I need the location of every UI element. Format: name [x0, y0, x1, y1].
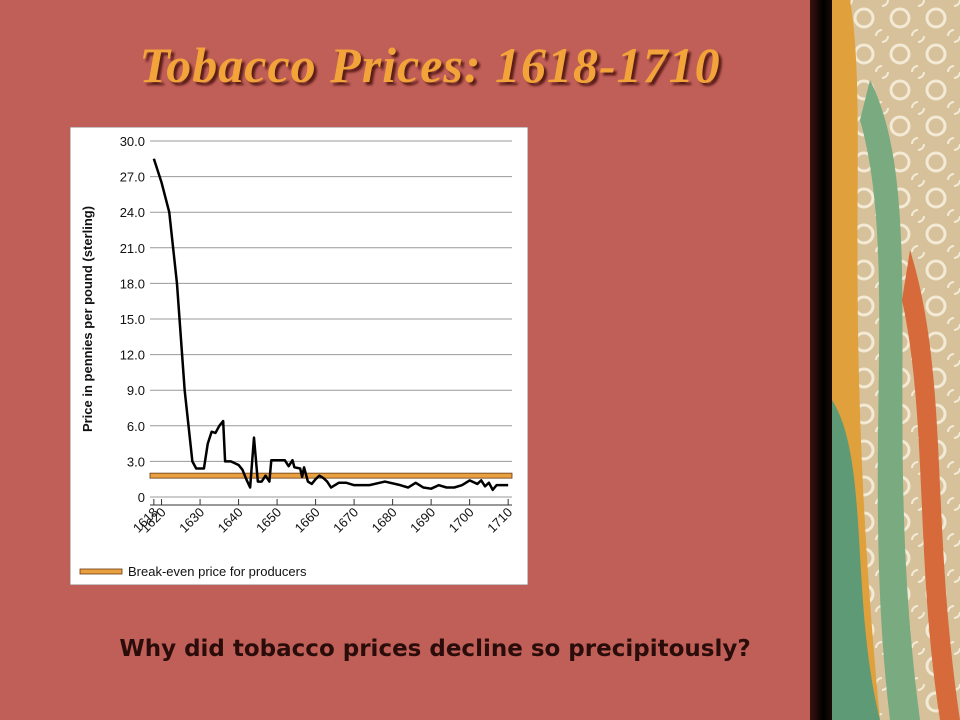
y-tick-label: 21.0	[120, 241, 145, 256]
chart: 0 3.0 6.0 9.0 12.0 15.0 18.0 21.0 24.0 27.0 30.0 Pr…	[70, 127, 528, 585]
y-tick-label: 30.0	[120, 134, 145, 149]
y-axis-label: Price in pennies per pound (sterling)	[80, 206, 95, 432]
y-tick-label: 9.0	[127, 383, 145, 398]
reference-band	[149, 472, 513, 479]
y-tick-label: 24.0	[120, 205, 145, 220]
y-tick-label: 15.0	[120, 312, 145, 327]
y-tick-label: 6.0	[127, 419, 145, 434]
question: Why did tobacco prices decline so precip…	[119, 636, 751, 662]
legend-label: Break-even price for producers	[128, 564, 307, 579]
y-tick-label: 3.0	[127, 454, 145, 469]
slide-title: Tobacco Prices: 1618-1710	[139, 37, 721, 93]
price-line	[152, 158, 509, 492]
y-tick-label: 12.0	[120, 348, 145, 363]
y-tick-label: 0	[138, 490, 145, 505]
y-tick-label: 18.0	[120, 276, 145, 291]
decoration	[810, 0, 960, 720]
chart-background	[70, 127, 528, 585]
legend-swatch	[79, 568, 123, 575]
y-tick-label: 27.0	[120, 170, 145, 185]
